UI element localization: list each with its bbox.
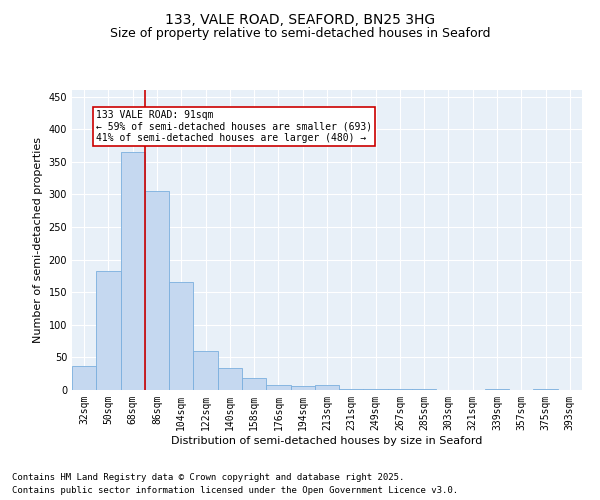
Bar xyxy=(72,366,96,390)
Text: Size of property relative to semi-detached houses in Seaford: Size of property relative to semi-detach… xyxy=(110,28,490,40)
Text: Contains public sector information licensed under the Open Government Licence v3: Contains public sector information licen… xyxy=(12,486,458,495)
Bar xyxy=(242,378,266,390)
Bar xyxy=(121,152,145,390)
Bar xyxy=(290,386,315,390)
Bar xyxy=(169,282,193,390)
X-axis label: Distribution of semi-detached houses by size in Seaford: Distribution of semi-detached houses by … xyxy=(172,436,482,446)
Bar xyxy=(96,270,121,390)
Y-axis label: Number of semi-detached properties: Number of semi-detached properties xyxy=(33,137,43,343)
Bar xyxy=(533,388,558,390)
Bar xyxy=(485,388,509,390)
Bar xyxy=(339,388,364,390)
Bar xyxy=(218,368,242,390)
Text: Contains HM Land Registry data © Crown copyright and database right 2025.: Contains HM Land Registry data © Crown c… xyxy=(12,474,404,482)
Bar xyxy=(266,385,290,390)
Bar xyxy=(193,351,218,390)
Bar xyxy=(315,385,339,390)
Text: 133, VALE ROAD, SEAFORD, BN25 3HG: 133, VALE ROAD, SEAFORD, BN25 3HG xyxy=(165,12,435,26)
Bar xyxy=(145,191,169,390)
Text: 133 VALE ROAD: 91sqm
← 59% of semi-detached houses are smaller (693)
41% of semi: 133 VALE ROAD: 91sqm ← 59% of semi-detac… xyxy=(96,110,373,143)
